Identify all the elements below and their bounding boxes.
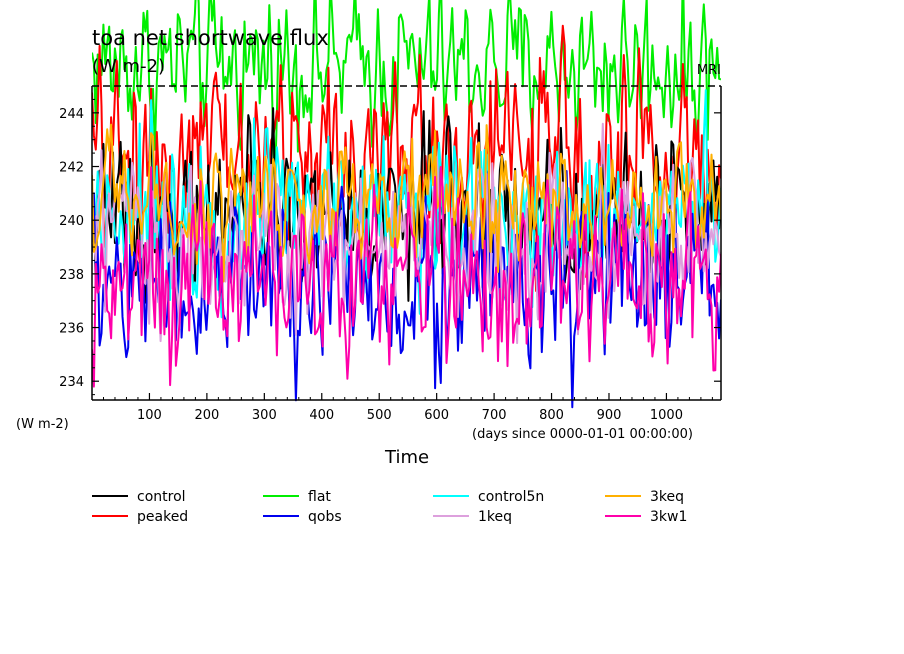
x-axis-title: Time <box>384 447 429 468</box>
legend-label-3keq: 3keq <box>650 489 684 505</box>
x-tick-label: 800 <box>539 408 564 423</box>
series-lines <box>92 0 721 409</box>
ticks: 100 200 300 400 500 600 700 800 900 1000 234 236 238… <box>59 85 721 423</box>
series-line-control5n <box>92 89 721 319</box>
x-tick-label: 1000 <box>650 408 683 423</box>
y-tick-label: 242 <box>59 161 84 176</box>
x-tick-label: 500 <box>367 408 392 423</box>
legend-label-control5n: control5n <box>478 489 544 505</box>
y-axis-label: (W m-2) <box>16 417 69 432</box>
legend-label-3kw1: 3kw1 <box>650 509 687 525</box>
y-tick-label: 234 <box>59 375 84 390</box>
legend-label-peaked: peaked <box>137 509 188 525</box>
chart-title: toa net shortwave flux <box>92 26 329 50</box>
x-tick-label: 100 <box>137 408 162 423</box>
x-tick-label: 300 <box>252 408 277 423</box>
series-line-3kw1 <box>92 166 721 388</box>
legend: control flat control5n 3keq peaked qobs 1keq 3k… <box>92 489 687 525</box>
x-axis-unit-note: (days since 0000-01-01 00:00:00) <box>472 427 693 442</box>
x-tick-label: 600 <box>424 408 449 423</box>
series-line-peaked <box>92 24 721 292</box>
legend-label-1keq: 1keq <box>478 509 512 525</box>
x-tick-label: 700 <box>482 408 507 423</box>
y-tick-label: 236 <box>59 322 84 337</box>
legend-label-qobs: qobs <box>308 509 342 525</box>
series-line-3keq <box>92 123 721 283</box>
y-tick-label: 240 <box>59 214 84 229</box>
model-label: MRI <box>697 63 721 78</box>
y-tick-label: 238 <box>59 268 84 283</box>
legend-label-control: control <box>137 489 186 505</box>
axes <box>91 86 722 401</box>
chart-subtitle: (W m-2) <box>92 56 165 77</box>
x-tick-label: 900 <box>597 408 622 423</box>
x-tick-label: 200 <box>194 408 219 423</box>
y-tick-label: 244 <box>59 107 84 122</box>
legend-label-flat: flat <box>308 489 331 505</box>
series-line-flat <box>92 0 721 184</box>
x-tick-label: 400 <box>309 408 334 423</box>
